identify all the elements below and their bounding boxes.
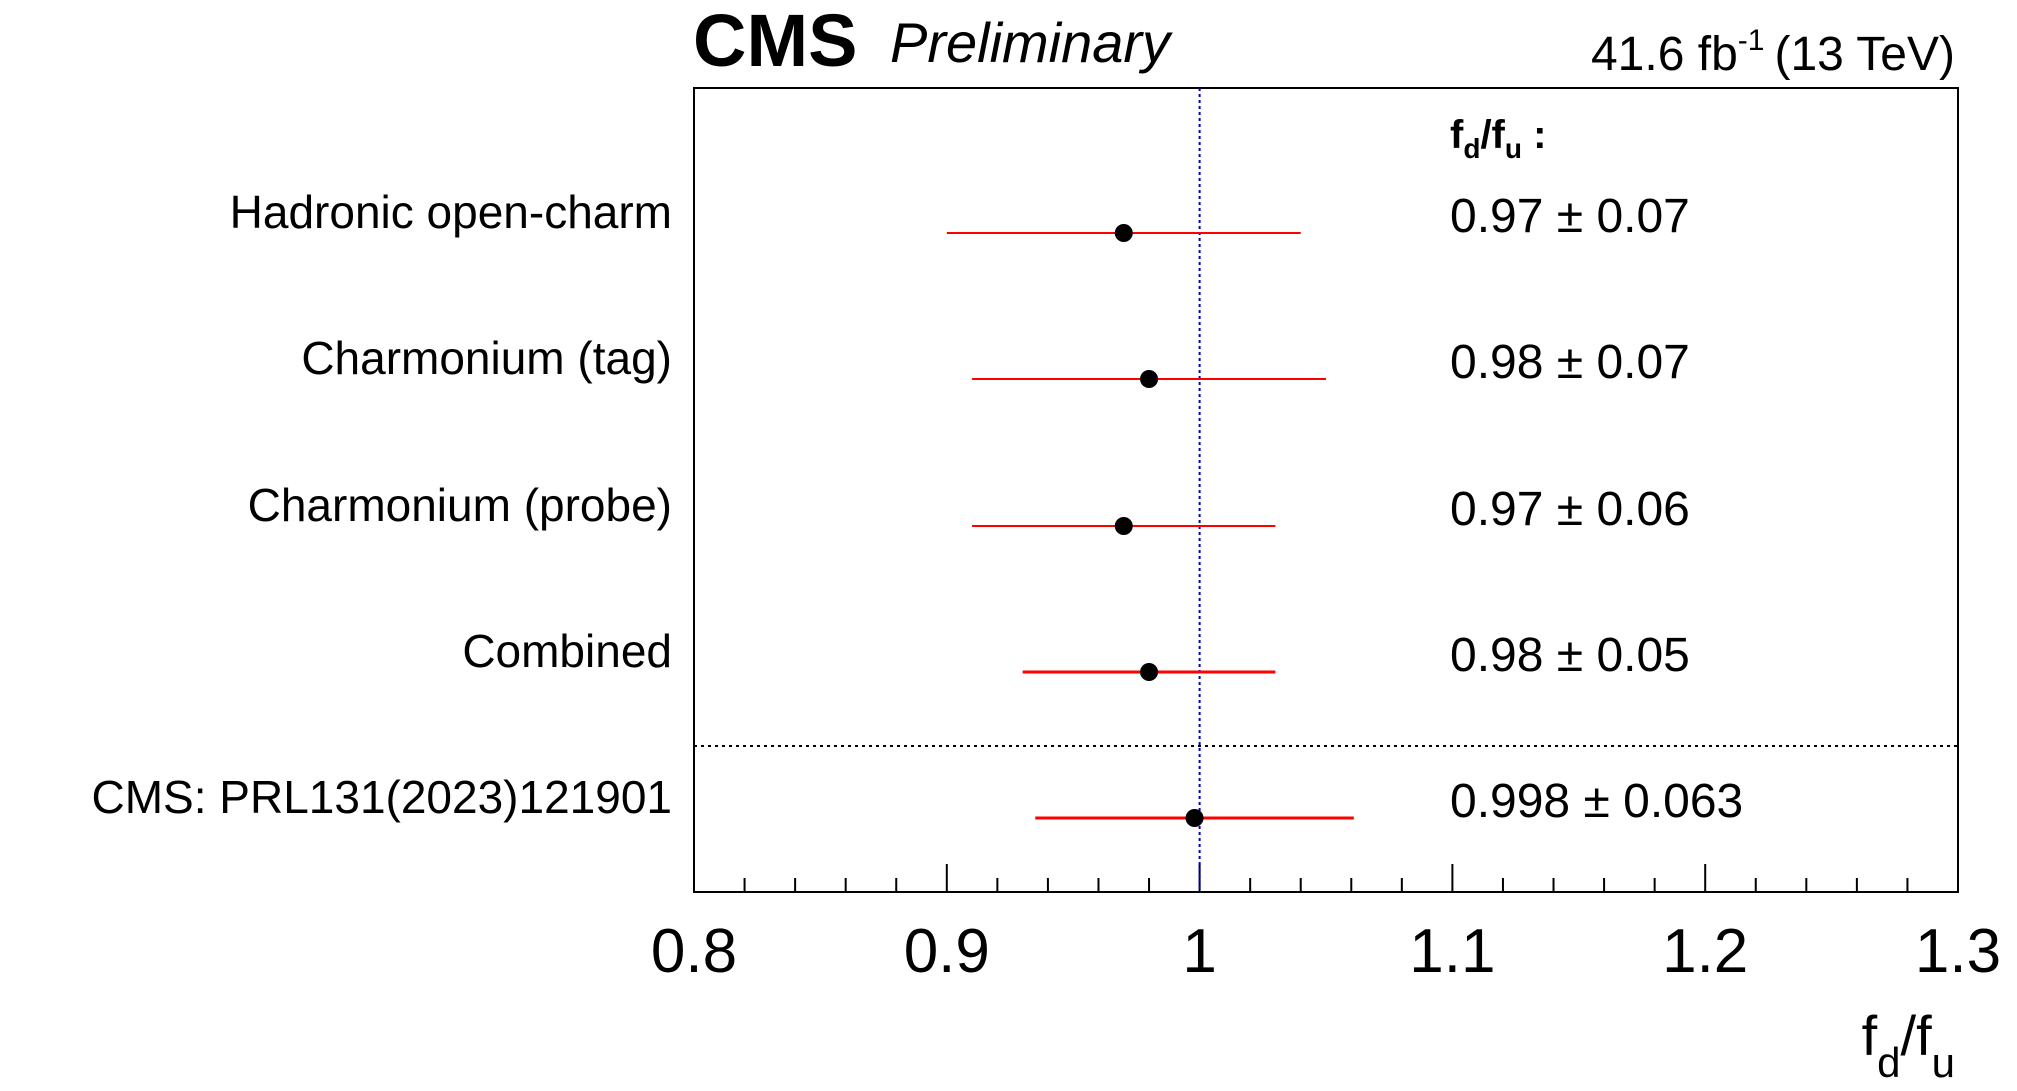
row-label: Charmonium (tag) [301,332,672,384]
row-value-text: 0.97 ± 0.06 [1450,483,1690,536]
row-value-text: 0.998 ± 0.063 [1450,775,1743,828]
data-rows: Hadronic open-charm 0.97 ± 0.07 Charmonium… [92,186,1744,828]
data-row: Hadronic open-charm 0.97 ± 0.07 [230,186,1690,243]
row-label: Hadronic open-charm [230,186,672,238]
x-tick-label: 1.1 [1409,917,1495,986]
plot-frame [693,87,1959,893]
data-row: CMS: PRL131(2023)121901 0.998 ± 0.063 [92,771,1744,828]
data-point [1185,809,1204,827]
x-tick-label: 1.3 [1915,917,2001,986]
data-point [1114,224,1133,242]
preliminary-label: Preliminary [890,11,1173,74]
data-row: Charmonium (tag) 0.98 ± 0.07 [301,332,1690,389]
data-row: Charmonium (probe) 0.97 ± 0.06 [248,479,1690,536]
row-value-text: 0.98 ± 0.07 [1450,336,1690,389]
x-tick-label: 0.9 [904,917,990,986]
cms-label: CMS [693,0,857,82]
x-tick-label: 0.8 [651,917,737,986]
row-label: CMS: PRL131(2023)121901 [92,771,672,823]
x-axis-tick-labels: 0.8 0.9 1 1.1 1.2 1.3 [651,917,2001,986]
lumi-energy: (13 TeV) [1774,28,1955,81]
data-point [1114,517,1133,535]
data-point [1140,370,1159,388]
data-row: Combined 0.98 ± 0.05 [462,625,1690,682]
row-label: Charmonium (probe) [248,479,672,531]
data-point [1140,663,1159,681]
lumi-exponent: -1 [1738,24,1765,57]
x-axis-ticks [693,864,1959,892]
row-value-text: 0.97 ± 0.07 [1450,190,1690,243]
lumi-value: 41.6 fb [1591,28,1738,81]
value-column-header: fd/fu : [1450,113,1546,164]
row-value-text: 0.98 ± 0.05 [1450,629,1690,682]
x-tick-label: 1.2 [1662,917,1748,986]
luminosity-label: 41.6 fb-1 (13 TeV) [1591,24,1955,81]
x-tick-label: 1 [1182,917,1216,986]
x-axis-label: fd/fu [1862,1004,1955,1086]
row-label: Combined [462,625,672,677]
